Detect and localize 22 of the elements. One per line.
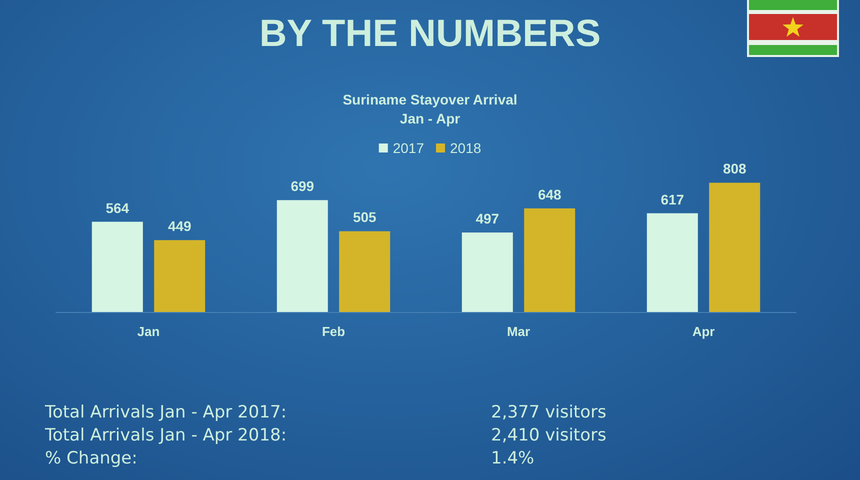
data-label: 449	[168, 218, 192, 234]
text: 2,377 visitors	[491, 402, 606, 422]
chart-subtitle: Suriname Stayover Arrival Jan - Apr	[342, 92, 518, 126]
data-label: 617	[660, 191, 684, 208]
text: Total Arrivals Jan - Apr 2018:	[44, 426, 287, 446]
data-label: 564	[106, 200, 130, 216]
legend-label: 2018	[450, 140, 482, 156]
x-tick-label: Apr	[692, 324, 715, 339]
text: % Change:	[45, 448, 138, 468]
chart-title: BY THE NUMBERS	[259, 13, 601, 55]
data-label: 808	[722, 160, 747, 177]
data-label: 505	[352, 209, 377, 226]
x-tick-label: Feb	[322, 324, 346, 339]
text: 1.4%	[491, 448, 534, 468]
data-label: 699	[290, 178, 314, 194]
text: Total Arrivals Jan - Apr 2017:	[44, 402, 287, 422]
data-label: 648	[538, 186, 562, 202]
x-tick-label: Mar	[506, 324, 530, 339]
legend-label: 2017	[392, 140, 424, 156]
x-tick-label: Jan	[137, 324, 160, 339]
text: 2,410 visitors	[491, 426, 606, 446]
data-label: 497	[476, 210, 500, 226]
